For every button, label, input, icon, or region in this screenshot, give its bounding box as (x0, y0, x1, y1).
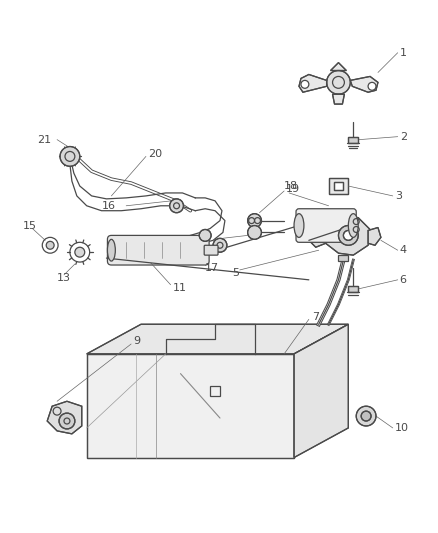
Circle shape (361, 411, 371, 421)
Text: 6: 6 (400, 275, 406, 285)
FancyBboxPatch shape (204, 245, 218, 255)
Text: 19: 19 (286, 184, 300, 194)
Text: 16: 16 (249, 229, 263, 238)
Polygon shape (339, 255, 348, 261)
Text: 17: 17 (205, 263, 219, 273)
Polygon shape (350, 76, 378, 92)
Polygon shape (348, 286, 358, 292)
Circle shape (60, 147, 80, 166)
Circle shape (46, 241, 54, 249)
Circle shape (199, 230, 211, 241)
Polygon shape (333, 182, 343, 190)
Circle shape (301, 80, 309, 88)
Polygon shape (331, 62, 346, 70)
Polygon shape (87, 324, 348, 354)
Circle shape (247, 225, 261, 239)
Circle shape (75, 247, 85, 257)
FancyBboxPatch shape (296, 209, 356, 243)
Text: 1: 1 (400, 48, 406, 58)
Text: 20: 20 (148, 149, 162, 159)
Text: 18: 18 (284, 181, 298, 191)
Text: 16: 16 (102, 201, 116, 211)
Text: 10: 10 (395, 423, 409, 433)
Polygon shape (324, 216, 371, 255)
Ellipse shape (294, 214, 304, 237)
Polygon shape (328, 178, 348, 194)
Text: 4: 4 (400, 245, 407, 255)
Text: 21: 21 (37, 135, 51, 144)
Polygon shape (294, 324, 348, 457)
Text: 13: 13 (57, 273, 71, 283)
Polygon shape (368, 228, 381, 245)
Circle shape (170, 199, 184, 213)
Polygon shape (299, 75, 327, 92)
Text: 5: 5 (232, 268, 239, 278)
Circle shape (327, 70, 350, 94)
Circle shape (213, 238, 227, 252)
Polygon shape (47, 401, 82, 434)
Circle shape (368, 83, 376, 90)
Text: 7: 7 (312, 312, 319, 322)
Circle shape (339, 225, 358, 245)
Text: 11: 11 (173, 282, 187, 293)
Polygon shape (332, 94, 344, 104)
Polygon shape (309, 228, 325, 247)
FancyBboxPatch shape (107, 236, 209, 265)
Polygon shape (87, 354, 294, 457)
Text: 15: 15 (22, 221, 36, 231)
Circle shape (356, 406, 376, 426)
Text: 3: 3 (395, 191, 402, 201)
Text: 2: 2 (400, 132, 407, 142)
Circle shape (59, 413, 75, 429)
Circle shape (247, 214, 261, 228)
Ellipse shape (107, 239, 115, 261)
Ellipse shape (348, 214, 358, 237)
Circle shape (343, 230, 353, 240)
Polygon shape (348, 136, 358, 143)
Text: 9: 9 (133, 336, 140, 346)
